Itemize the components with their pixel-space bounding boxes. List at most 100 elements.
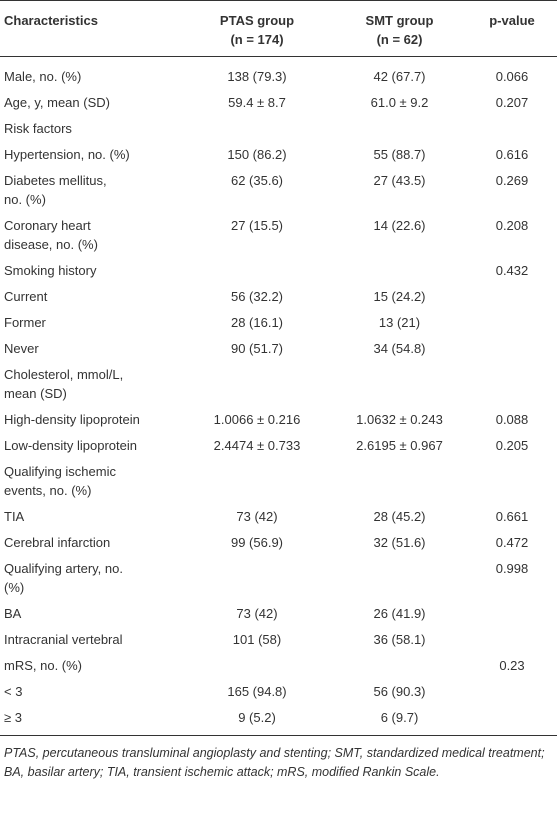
cell: 1.0632 ± 0.243 <box>332 407 467 433</box>
cell-line: disease, no. (%) <box>4 237 98 252</box>
cell <box>182 556 332 601</box>
cell-text: 0.088 <box>495 412 529 427</box>
cell-line: (n = 62) <box>376 32 423 47</box>
cell-text: Age, y, mean (SD) <box>4 95 110 110</box>
cell: 0.661 <box>467 504 557 530</box>
cell-text: 0.205 <box>495 438 529 453</box>
cell: 0.066 <box>467 57 557 91</box>
header-cell: SMT group (n = 62) <box>332 1 467 57</box>
cell-text: Low-density lipoprotein <box>4 438 137 453</box>
cell <box>467 284 557 310</box>
cell-text: 0.066 <box>495 69 529 84</box>
row-label: Male, no. (%) <box>0 57 182 91</box>
cell-line: Diabetes mellitus, <box>4 173 107 188</box>
header-row: Characteristics PTAS group (n = 174) SMT gr… <box>0 0 557 57</box>
cell: 27 (43.5) <box>332 168 467 213</box>
cell <box>332 116 467 142</box>
cell: 165 (94.8) <box>182 679 332 705</box>
row-label: Former <box>0 310 182 336</box>
cell-line: no. (%) <box>4 192 46 207</box>
cell-line: p-value <box>489 13 535 28</box>
cell: 6 (9.7) <box>332 705 467 736</box>
cell: 32 (51.6) <box>332 530 467 556</box>
cell: 13 (21) <box>332 310 467 336</box>
cell-text: 0.661 <box>495 509 529 524</box>
table-row: Hypertension, no. (%) 150 (86.2) 55 (88.7)… <box>0 142 557 168</box>
table-header: Characteristics PTAS group (n = 174) SMT gr… <box>0 0 557 57</box>
cell-text: Never <box>4 341 39 356</box>
cell-text: ≥ 3 <box>4 710 22 725</box>
table-row: Age, y, mean (SD) 59.4 ± 8.7 61.0 ± 9.2 0.2… <box>0 90 557 116</box>
cell: 0.23 <box>467 653 557 679</box>
cell <box>467 705 557 736</box>
cell-text: BA <box>4 606 22 621</box>
table-row: Smoking history 0.432 <box>0 258 557 284</box>
data-table: Characteristics PTAS group (n = 174) SMT gr… <box>0 0 557 736</box>
cell: 2.6195 ± 0.967 <box>332 433 467 459</box>
cell <box>467 310 557 336</box>
table-row: Risk factors <box>0 116 557 142</box>
table-row: Qualifying ischemic events, no. (%) <box>0 459 557 504</box>
cell <box>467 116 557 142</box>
table-body: Male, no. (%) 138 (79.3) 42 (67.7) 0.066 Age… <box>0 57 557 736</box>
cell <box>182 653 332 679</box>
cell-text: 27 (15.5) <box>230 218 284 233</box>
cell: 15 (24.2) <box>332 284 467 310</box>
cell-text: 0.269 <box>495 173 529 188</box>
cell <box>467 679 557 705</box>
cell-text: 15 (24.2) <box>373 289 426 304</box>
cell-text: 28 (16.1) <box>230 315 284 330</box>
cell-text: TIA <box>4 509 25 524</box>
cell-text: 56 (90.3) <box>373 684 426 699</box>
table-row: Cholesterol, mmol/L, mean (SD) <box>0 362 557 407</box>
row-label: Risk factors <box>0 116 182 142</box>
cell-text: 9 (5.2) <box>238 710 276 725</box>
cell <box>182 362 332 407</box>
cell-text: 0.998 <box>495 561 529 576</box>
cell-line: Qualifying ischemic <box>4 464 116 479</box>
cell <box>332 653 467 679</box>
cell <box>332 459 467 504</box>
cell: 90 (51.7) <box>182 336 332 362</box>
cell-text: 0.207 <box>495 95 529 110</box>
table-row: mRS, no. (%) 0.23 <box>0 653 557 679</box>
cell-text: 73 (42) <box>236 509 278 524</box>
cell <box>182 116 332 142</box>
cell-text: 13 (21) <box>378 315 421 330</box>
cell: 150 (86.2) <box>182 142 332 168</box>
cell: 28 (45.2) <box>332 504 467 530</box>
cell-text: 0.472 <box>495 535 529 550</box>
cell-text: 2.4474 ± 0.733 <box>213 438 301 453</box>
cell-text: 0.616 <box>495 147 529 162</box>
cell: 0.088 <box>467 407 557 433</box>
cell: 0.207 <box>467 90 557 116</box>
cell-text: Intracranial vertebral <box>4 632 123 647</box>
cell-text: 2.6195 ± 0.967 <box>356 438 443 453</box>
cell <box>467 362 557 407</box>
row-label: TIA <box>0 504 182 530</box>
cell-text: 32 (51.6) <box>373 535 426 550</box>
cell-text: < 3 <box>4 684 23 699</box>
cell-text: 55 (88.7) <box>373 147 426 162</box>
row-label: mRS, no. (%) <box>0 653 182 679</box>
cell: 28 (16.1) <box>182 310 332 336</box>
cell: 56 (90.3) <box>332 679 467 705</box>
cell: 99 (56.9) <box>182 530 332 556</box>
cell: 56 (32.2) <box>182 284 332 310</box>
cell-text: Male, no. (%) <box>4 69 82 84</box>
cell-text: 56 (32.2) <box>230 289 284 304</box>
cell: 9 (5.2) <box>182 705 332 736</box>
table-row: High-density lipoprotein 1.0066 ± 0.216 1.… <box>0 407 557 433</box>
row-label: Hypertension, no. (%) <box>0 142 182 168</box>
header-cell: Characteristics <box>0 1 182 57</box>
header-cell: p-value <box>467 1 557 57</box>
table-row: Coronary heart disease, no. (%) 27 (15.5) 1… <box>0 213 557 258</box>
cell: 73 (42) <box>182 504 332 530</box>
cell: 1.0066 ± 0.216 <box>182 407 332 433</box>
row-label: ≥ 3 <box>0 705 182 736</box>
row-label: Smoking history <box>0 258 182 284</box>
cell-text: 0.432 <box>495 263 529 278</box>
table-row: Male, no. (%) 138 (79.3) 42 (67.7) 0.066 <box>0 57 557 91</box>
cell: 61.0 ± 9.2 <box>332 90 467 116</box>
